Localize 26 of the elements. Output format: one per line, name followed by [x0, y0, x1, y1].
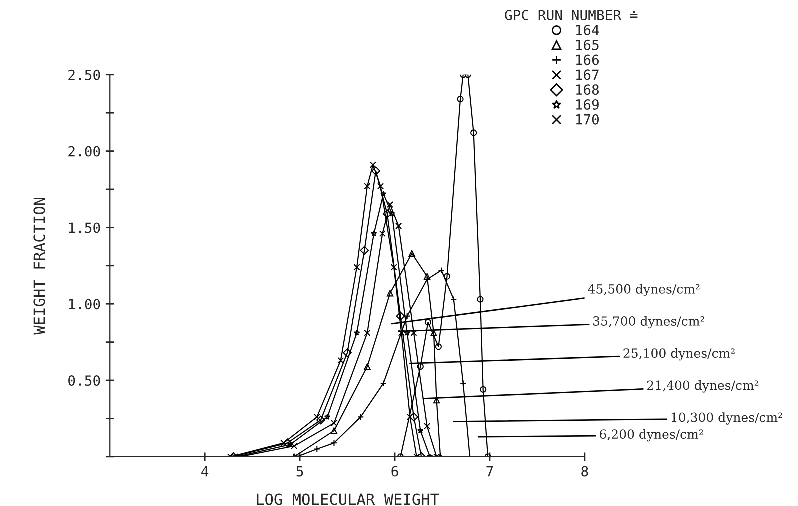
text: 6,200 dynes/cm² — [600, 429, 704, 442]
legend-label: 169 — [576, 99, 599, 110]
y-tick-label: 2.00 — [68, 146, 100, 157]
legend-label: 168 — [576, 84, 599, 96]
x-tick-label: 8 — [582, 466, 588, 477]
legend-title: GPC RUN NUMBER ≐ — [505, 10, 638, 21]
text: 21,400 dynes/cm² — [648, 380, 759, 393]
y-tick-label: 1.50 — [69, 222, 100, 234]
y-tick-label: 2.50 — [68, 70, 100, 80]
legend-label: 166 — [576, 54, 599, 66]
legend-label: 165 — [576, 40, 599, 50]
legend-label: 170 — [576, 114, 599, 125]
legend-label: 164 — [576, 24, 600, 36]
x-tick-label: 6 — [392, 466, 398, 477]
x-tick-label: 7 — [486, 466, 494, 477]
x-tick-label: 5 — [296, 466, 304, 477]
x-tick-label: 4 — [202, 466, 209, 477]
text: 45,500 dynes/cm² — [588, 284, 700, 296]
y-axis-title: WEIGHT FRACTION — [34, 198, 46, 335]
x-axis-title: LOG MOLECULAR WEIGHT — [257, 494, 440, 506]
text: 35,700 dynes/cm² — [593, 316, 704, 329]
text: 25,100 dynes/cm² — [624, 348, 735, 361]
y-tick-label: 1.00 — [69, 299, 100, 310]
y-tick-label: 0.50 — [68, 376, 100, 386]
legend-label: 167 — [576, 70, 599, 80]
text: 10,300 dynes/cm² — [672, 412, 782, 425]
